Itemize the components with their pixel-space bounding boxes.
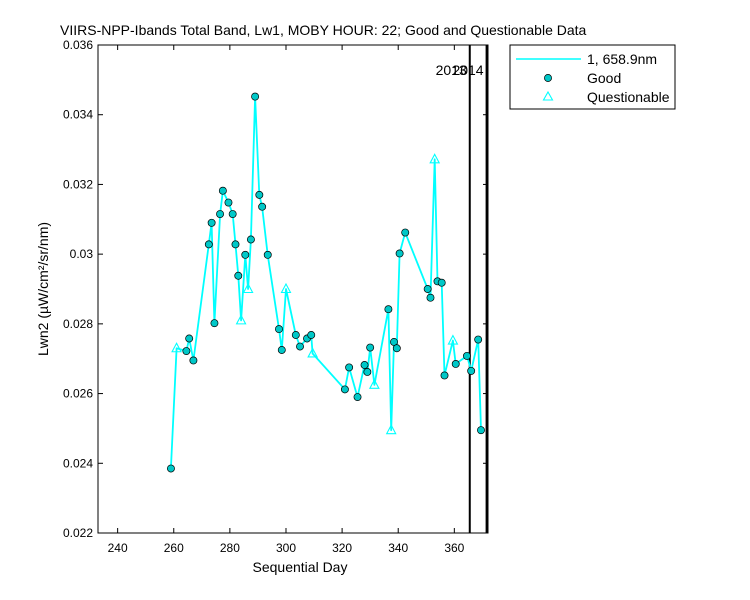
good-marker [229, 210, 236, 217]
good-marker [278, 346, 285, 353]
good-marker [308, 331, 315, 338]
good-marker [424, 285, 431, 292]
x-tick-label: 320 [332, 541, 352, 555]
good-marker [242, 251, 249, 258]
x-tick-label: 240 [108, 541, 128, 555]
y-tick-label: 0.034 [63, 108, 93, 122]
good-marker [225, 199, 232, 206]
y-tick-label: 0.03 [70, 247, 94, 261]
good-marker [252, 93, 259, 100]
good-marker [385, 306, 392, 313]
good-marker [296, 343, 303, 350]
y-axis-label: Lwn2 (µW/cm²/sr/nm) [35, 222, 51, 356]
good-marker [341, 386, 348, 393]
legend-label-good: Good [587, 70, 621, 86]
good-marker [477, 427, 484, 434]
good-marker [167, 465, 174, 472]
good-marker [208, 219, 215, 226]
x-tick-label: 280 [220, 541, 240, 555]
good-marker [264, 251, 271, 258]
good-marker [259, 203, 266, 210]
good-marker [235, 272, 242, 279]
good-marker [247, 236, 254, 243]
good-marker [393, 345, 400, 352]
good-marker [190, 357, 197, 364]
good-marker [438, 279, 445, 286]
y-tick-label: 0.022 [63, 526, 93, 540]
good-marker [205, 241, 212, 248]
x-tick-label: 300 [276, 541, 296, 555]
good-marker [402, 229, 409, 236]
y-tick-label: 0.024 [63, 456, 93, 470]
good-marker [475, 336, 482, 343]
legend-circle-swatch [544, 74, 551, 81]
good-marker [256, 191, 263, 198]
y-tick-label: 0.028 [63, 317, 93, 331]
x-tick-label: 340 [388, 541, 408, 555]
chart: VIIRS-NPP-Ibands Total Band, Lw1, MOBY H… [0, 0, 750, 600]
good-marker [186, 335, 193, 342]
good-marker [463, 352, 470, 359]
good-marker [361, 361, 368, 368]
good-marker [354, 393, 361, 400]
good-marker [183, 347, 190, 354]
good-marker [441, 372, 448, 379]
y-tick-label: 0.026 [63, 387, 93, 401]
good-marker [232, 241, 239, 248]
good-marker [427, 294, 434, 301]
chart-title: VIIRS-NPP-Ibands Total Band, Lw1, MOBY H… [60, 22, 587, 38]
good-marker [211, 320, 218, 327]
good-marker [452, 360, 459, 367]
x-axis-label: Sequential Day [253, 559, 348, 575]
legend-label-line: 1, 658.9nm [587, 51, 657, 67]
good-marker [219, 187, 226, 194]
legend: 1, 658.9nm Good Questionable [510, 45, 675, 109]
good-marker [468, 367, 475, 374]
good-marker [367, 344, 374, 351]
year-label: 2014 [452, 62, 483, 78]
good-marker [275, 325, 282, 332]
x-tick-label: 360 [444, 541, 464, 555]
good-marker [364, 368, 371, 375]
good-marker [346, 364, 353, 371]
y-tick-label: 0.032 [63, 177, 93, 191]
markers-group [167, 93, 484, 472]
good-marker [292, 331, 299, 338]
good-marker [216, 210, 223, 217]
legend-label-questionable: Questionable [587, 89, 670, 105]
y-tick-label: 0.036 [63, 38, 93, 52]
good-marker [396, 250, 403, 257]
x-tick-label: 260 [164, 541, 184, 555]
